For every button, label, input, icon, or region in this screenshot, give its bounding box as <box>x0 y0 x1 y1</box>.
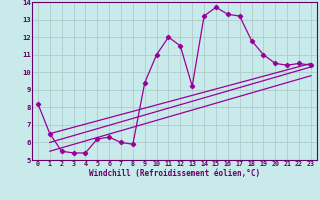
X-axis label: Windchill (Refroidissement éolien,°C): Windchill (Refroidissement éolien,°C) <box>89 169 260 178</box>
